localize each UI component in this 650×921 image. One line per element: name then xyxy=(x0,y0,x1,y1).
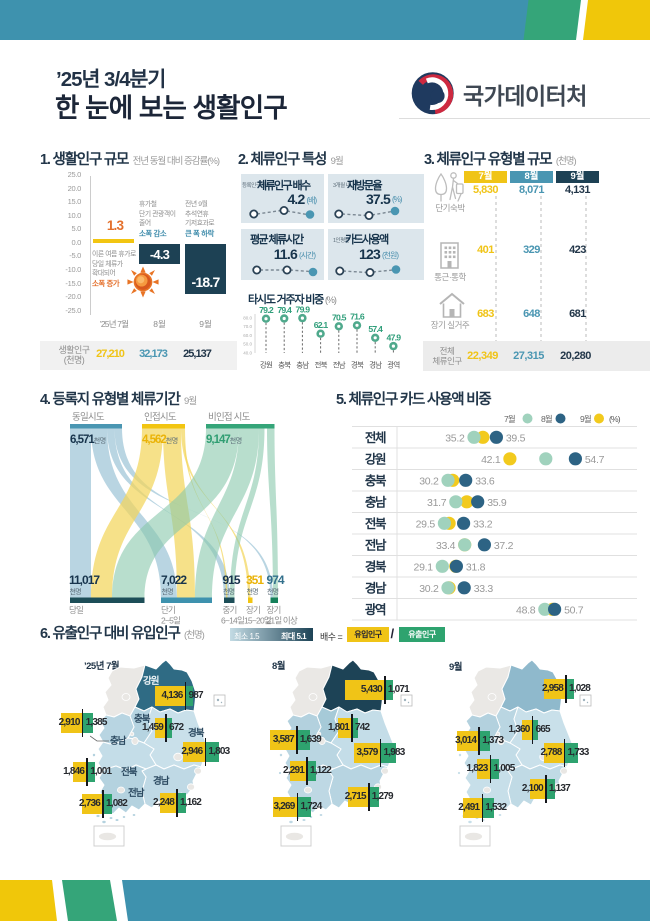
svg-text:54.7: 54.7 xyxy=(585,454,605,466)
svg-text:충북: 충북 xyxy=(278,361,291,370)
svg-text:천명: 천명 xyxy=(70,587,82,596)
svg-text:장기: 장기 xyxy=(246,605,260,615)
svg-text:80.0: 80.0 xyxy=(243,316,252,321)
svg-text:(%): (%) xyxy=(609,414,621,424)
svg-text:50.7: 50.7 xyxy=(564,604,584,616)
svg-text:351: 351 xyxy=(246,573,264,587)
svg-text:39.5: 39.5 xyxy=(506,432,526,444)
svg-text:6~14일: 6~14일 xyxy=(221,616,244,626)
svg-text:37.2: 37.2 xyxy=(494,540,514,552)
svg-text:35.2: 35.2 xyxy=(445,432,465,444)
svg-text:비인접 시도: 비인접 시도 xyxy=(208,411,251,423)
svg-text:8월: 8월 xyxy=(541,414,552,424)
svg-text:9월: 9월 xyxy=(580,414,591,424)
svg-text:62.1: 62.1 xyxy=(314,320,329,330)
svg-text:천명: 천명 xyxy=(162,587,174,596)
svg-text:광역: 광역 xyxy=(365,602,386,617)
svg-text:전북: 전북 xyxy=(314,360,327,370)
svg-text:33.3: 33.3 xyxy=(474,583,494,595)
svg-text:7,022: 7,022 xyxy=(161,573,187,587)
svg-text:강원: 강원 xyxy=(365,451,386,466)
svg-text:48.8: 48.8 xyxy=(516,604,536,616)
svg-text:강원: 강원 xyxy=(143,675,159,687)
svg-text:33.4: 33.4 xyxy=(436,540,456,552)
svg-text:57.4: 57.4 xyxy=(368,324,383,334)
svg-text:전남: 전남 xyxy=(365,537,387,552)
svg-text:7월: 7월 xyxy=(504,414,515,424)
svg-text:천명: 천명 xyxy=(223,587,235,596)
svg-text:60.0: 60.0 xyxy=(243,333,252,338)
svg-text:전체: 전체 xyxy=(365,430,386,445)
svg-text:2~5일: 2~5일 xyxy=(161,616,180,626)
svg-text:단기: 단기 xyxy=(161,605,175,615)
svg-text:천명: 천명 xyxy=(247,587,259,596)
svg-text:42.1: 42.1 xyxy=(481,454,501,466)
svg-text:천명: 천명 xyxy=(267,587,279,596)
svg-text:33.6: 33.6 xyxy=(475,475,495,487)
svg-text:47.9: 47.9 xyxy=(387,332,402,342)
svg-text:21일 이상: 21일 이상 xyxy=(267,616,298,626)
svg-text:경남: 경남 xyxy=(153,775,170,787)
svg-text:29.1: 29.1 xyxy=(414,561,434,573)
svg-text:경북: 경북 xyxy=(188,727,205,739)
svg-text:중기: 중기 xyxy=(223,605,237,615)
svg-text:30.2: 30.2 xyxy=(419,475,439,487)
svg-text:인접시도: 인접시도 xyxy=(144,411,177,423)
svg-text:경남: 경남 xyxy=(365,580,387,595)
svg-text:전북: 전북 xyxy=(365,516,387,531)
svg-text:충남: 충남 xyxy=(365,494,387,509)
svg-text:915: 915 xyxy=(223,573,241,587)
svg-text:충남: 충남 xyxy=(296,361,309,370)
svg-text:79.2: 79.2 xyxy=(259,305,274,315)
svg-text:30.2: 30.2 xyxy=(419,583,439,595)
svg-text:974: 974 xyxy=(267,573,285,587)
svg-text:31.7: 31.7 xyxy=(427,497,447,509)
svg-text:31.8: 31.8 xyxy=(466,561,486,573)
svg-text:11,017: 11,017 xyxy=(69,573,100,587)
svg-text:15~20일: 15~20일 xyxy=(244,616,271,626)
svg-text:장기: 장기 xyxy=(267,605,281,615)
svg-text:33.2: 33.2 xyxy=(473,518,493,530)
svg-text:전북: 전북 xyxy=(121,766,138,778)
svg-text:경북: 경북 xyxy=(365,559,387,574)
svg-text:35.9: 35.9 xyxy=(487,497,507,509)
svg-text:경남: 경남 xyxy=(369,360,382,370)
svg-text:70.0: 70.0 xyxy=(243,324,252,329)
svg-text:전남: 전남 xyxy=(333,360,346,370)
svg-text:79.4: 79.4 xyxy=(277,305,292,315)
svg-text:경북: 경북 xyxy=(351,360,364,370)
svg-text:79.9: 79.9 xyxy=(296,304,311,314)
svg-text:동일시도: 동일시도 xyxy=(72,412,105,423)
svg-text:당일: 당일 xyxy=(69,605,83,615)
svg-text:광역: 광역 xyxy=(387,360,399,370)
svg-text:40.0: 40.0 xyxy=(243,351,252,356)
svg-text:전남: 전남 xyxy=(128,787,145,799)
svg-text:50.0: 50.0 xyxy=(243,342,252,347)
svg-text:71.6: 71.6 xyxy=(350,312,365,322)
svg-text:충북: 충북 xyxy=(365,473,387,488)
svg-text:충북: 충북 xyxy=(134,713,151,725)
svg-text:강원: 강원 xyxy=(260,360,273,370)
svg-text:70.5: 70.5 xyxy=(332,313,347,323)
svg-text:29.5: 29.5 xyxy=(416,518,436,530)
svg-text:충남: 충남 xyxy=(110,735,127,747)
